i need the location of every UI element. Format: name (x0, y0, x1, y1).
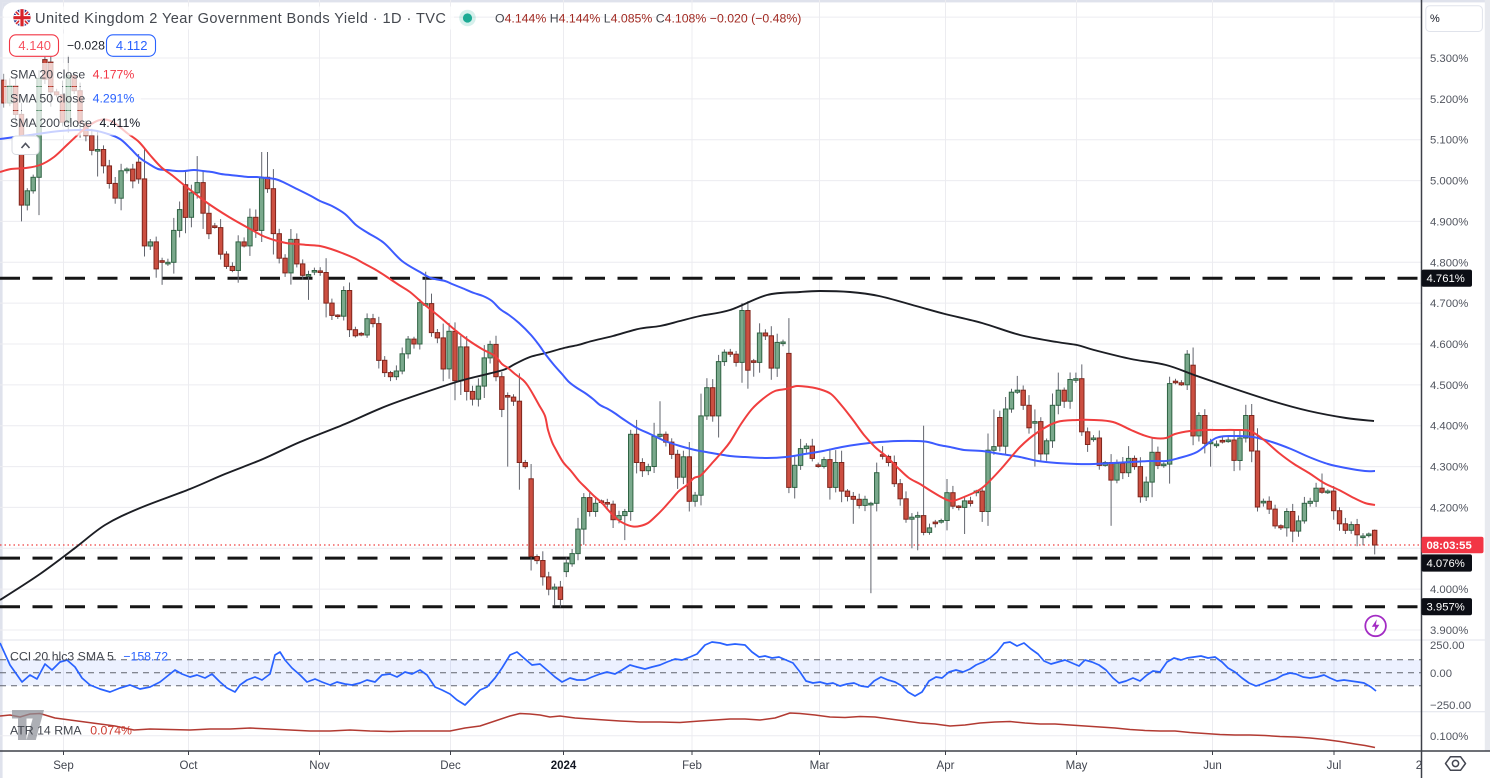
svg-text:4.200%: 4.200% (1430, 502, 1468, 514)
svg-text:4.600%: 4.600% (1430, 339, 1468, 351)
svg-text:5.100%: 5.100% (1430, 135, 1468, 147)
svg-text:2024: 2024 (551, 760, 577, 772)
svg-text:4.112: 4.112 (116, 38, 148, 53)
svg-text:Sep: Sep (53, 760, 73, 772)
svg-text:4.761%: 4.761% (1427, 273, 1465, 285)
svg-text:5.000%: 5.000% (1430, 176, 1468, 188)
svg-text:5.200%: 5.200% (1430, 94, 1468, 106)
svg-text:4.000%: 4.000% (1430, 584, 1468, 596)
svg-text:ATR 14 RMA 0.074%: ATR 14 RMA 0.074% (10, 724, 132, 738)
svg-text:May: May (1066, 760, 1088, 772)
svg-text:SMA 200 close 4.411%: SMA 200 close 4.411% (10, 116, 140, 130)
svg-text:4.140: 4.140 (18, 38, 51, 53)
svg-text:Oct: Oct (180, 760, 199, 772)
svg-text:4.300%: 4.300% (1430, 462, 1468, 474)
svg-text:4.900%: 4.900% (1430, 216, 1468, 228)
svg-text:%: % (1430, 13, 1440, 25)
svg-text:United Kingdom 2 Year Governme: United Kingdom 2 Year Government Bonds Y… (35, 11, 446, 27)
svg-text:SMA 20 close 4.177%: SMA 20 close 4.177% (10, 68, 134, 82)
svg-text:08:03:55: 08:03:55 (1427, 540, 1472, 552)
svg-text:O4.144% H4.144% L4.085% C4.108: O4.144% H4.144% L4.085% C4.108% −0.020 (… (495, 12, 801, 26)
svg-text:CCI 20 hlc3 SMA 5 −158.72: CCI 20 hlc3 SMA 5 −158.72 (10, 650, 168, 664)
svg-text:Nov: Nov (309, 760, 330, 772)
svg-text:4.076%: 4.076% (1427, 558, 1465, 570)
svg-text:2: 2 (1416, 760, 1422, 772)
svg-text:−0.028: −0.028 (67, 39, 105, 53)
svg-text:4.800%: 4.800% (1430, 257, 1468, 269)
svg-text:SMA 50 close 4.291%: SMA 50 close 4.291% (10, 92, 134, 106)
svg-text:4.500%: 4.500% (1430, 380, 1468, 392)
svg-text:Feb: Feb (682, 760, 702, 772)
svg-text:−250.00: −250.00 (1430, 700, 1471, 712)
svg-text:Mar: Mar (810, 760, 830, 772)
svg-text:Apr: Apr (937, 760, 955, 772)
svg-text:3.900%: 3.900% (1430, 625, 1468, 637)
svg-text:Dec: Dec (440, 760, 461, 772)
svg-text:Jul: Jul (1327, 760, 1342, 772)
svg-text:0.100%: 0.100% (1430, 731, 1468, 743)
svg-text:4.400%: 4.400% (1430, 421, 1468, 433)
svg-text:5.300%: 5.300% (1430, 53, 1468, 65)
svg-text:Jun: Jun (1203, 760, 1222, 772)
svg-text:4.700%: 4.700% (1430, 298, 1468, 310)
svg-text:0.00: 0.00 (1430, 668, 1452, 680)
svg-text:3.957%: 3.957% (1427, 602, 1465, 614)
svg-text:250.00: 250.00 (1430, 640, 1465, 652)
